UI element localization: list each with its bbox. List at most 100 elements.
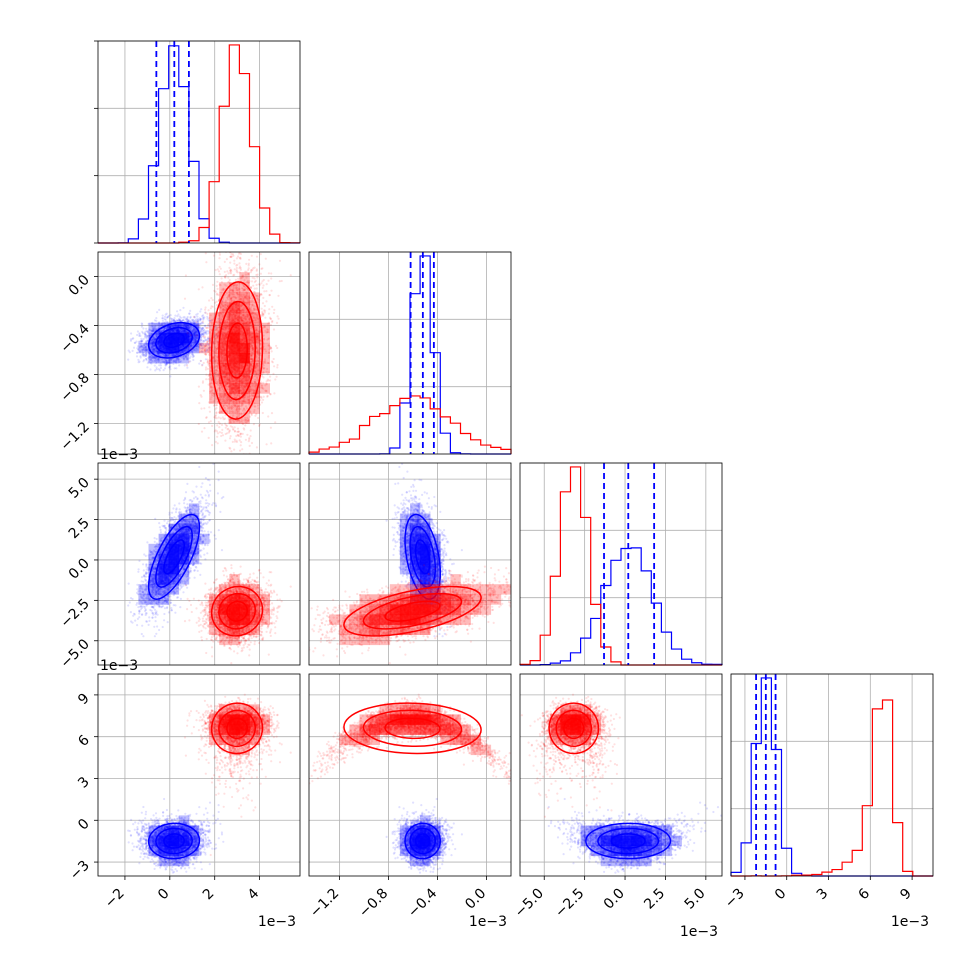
scatter-point [204,306,207,309]
scatter-point [185,320,188,323]
scatter-point [141,339,144,342]
scatter-point [167,361,170,364]
scatter-point [138,333,141,336]
scatter-point [160,323,163,326]
scatter-point [173,354,176,357]
scatter-point [153,356,156,359]
scatter-point [145,327,148,330]
scatter-point [161,352,164,355]
scatter-point [152,357,155,360]
scatter-point [152,328,155,331]
scatter-point [189,328,192,331]
scatter-point [210,297,213,300]
scatter-point [151,338,154,341]
scatter-point [174,360,177,363]
scatter-point [216,432,220,435]
scatter-point [177,319,180,322]
scatter-point [150,340,154,343]
diag-panel-3 [730,673,934,877]
scatter-point [144,349,147,352]
scatter-point [166,327,170,330]
scatter-point [156,340,159,343]
scatter-point [158,324,161,327]
scatter-point [132,346,136,349]
scatter-point [158,308,161,311]
scatter-point [189,309,192,312]
scatter-point [189,326,192,329]
scatter-point [155,334,158,337]
scatter-point [200,322,203,325]
scatter-point [189,328,192,331]
scatter-point [169,314,172,317]
scatter-point [141,354,145,357]
scatter-point [165,355,168,358]
scatter-point [194,328,197,331]
scatter-point [141,345,144,348]
scatter-point [140,322,143,325]
scatter-point [202,346,205,349]
scatter-point [182,306,185,309]
scatter-point [164,313,167,316]
scatter-point [159,362,162,365]
scatter-point [203,407,206,410]
scatter-point [203,329,206,332]
scatter-point [150,355,153,358]
scatter-point [196,318,199,321]
scatter-point [197,344,200,347]
scatter-point [200,342,203,345]
scatter-point [194,330,197,333]
scatter-point [171,354,174,357]
histogram-red-2 [519,466,722,666]
scatter-point [153,325,157,328]
scatter-point [139,356,142,359]
scatter-point [159,354,162,357]
scatter-point [142,344,145,347]
scatter-point [156,324,159,327]
scatter-point [158,321,161,324]
scatter-point [163,315,167,318]
scatter-point [141,348,144,351]
scatter-point [153,343,156,346]
scatter-point [163,355,167,358]
scatter-point [165,327,168,330]
scatter-point [192,322,195,325]
scatter-point [148,358,151,361]
scatter-point [163,355,166,358]
scatter-point [201,286,204,289]
scatter-point [151,356,154,359]
scatter-point [181,319,184,322]
scatter-point [153,345,156,348]
scatter-point [205,331,208,334]
scatter-point [206,315,209,318]
scatter-point [179,360,182,364]
scatter-point [202,343,205,346]
scatter-point [203,316,206,319]
scatter-point [186,318,189,321]
scatter-point [204,311,207,314]
scatter-point [175,360,178,363]
scatter-point [238,476,240,478]
scatter-point [180,360,183,363]
scatter-point [217,270,221,273]
scatter-point [162,321,165,324]
scatter-point [269,379,272,382]
scatter-point [155,327,158,331]
scatter-point [200,430,204,433]
scatter-point [131,349,134,352]
scatter-point [152,340,155,343]
scatter-point [184,355,187,358]
scatter-point [177,313,180,316]
scatter-point [175,354,178,357]
scatter-point [145,340,148,343]
scatter-point [202,317,205,320]
scatter-point [196,330,199,333]
scatter-point [165,360,168,363]
scatter-point [166,354,169,357]
scatter-point [146,334,149,337]
scatter-point [219,247,221,249]
scatter-point [192,329,195,332]
scatter-point [165,353,168,356]
scatter-point [176,357,179,360]
scatter-point [129,338,132,341]
scatter-point [280,279,283,283]
